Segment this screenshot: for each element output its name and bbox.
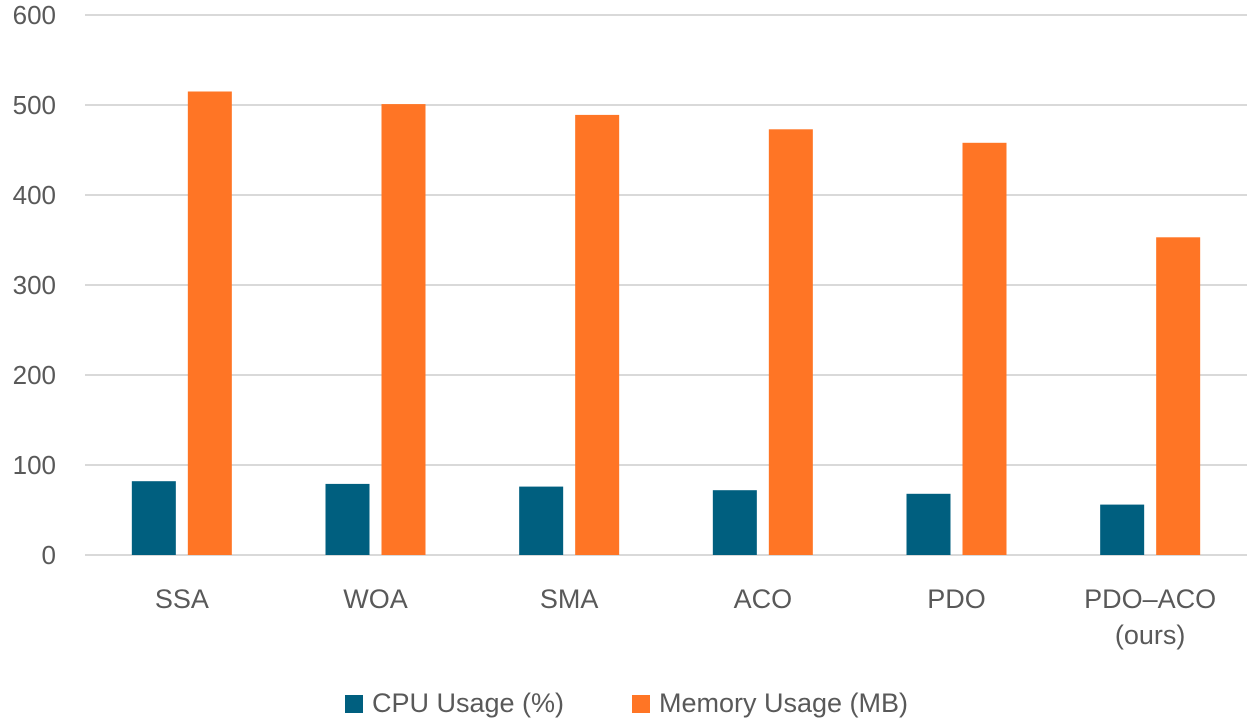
y-tick-label: 0 <box>42 540 56 570</box>
bar-cpu <box>325 483 370 555</box>
bar-cpu <box>519 486 564 555</box>
legend-label: CPU Usage (%) <box>372 688 564 718</box>
bar-memory <box>768 129 813 556</box>
x-tick-label: PDO–ACO <box>1084 584 1216 614</box>
legend: CPU Usage (%) Memory Usage (MB) <box>345 688 908 718</box>
legend-swatch <box>632 695 650 713</box>
y-tick-label: 600 <box>13 0 56 30</box>
bar-cpu <box>1100 504 1145 555</box>
bar-cpu <box>712 490 757 555</box>
bar-memory <box>187 91 232 555</box>
y-tick-label: 300 <box>13 270 56 300</box>
x-tick-label: WOA <box>343 584 408 614</box>
x-axis: SSA WOA SMA ACO PDO PDO–ACO (ours) <box>155 584 1216 650</box>
bar-memory <box>962 142 1007 556</box>
bar-memory <box>575 114 620 556</box>
y-tick-label: 500 <box>13 90 56 120</box>
bar-cpu <box>906 493 951 555</box>
x-tick-label: ACO <box>734 584 793 614</box>
bar-memory <box>1156 237 1201 556</box>
legend-label: Memory Usage (MB) <box>659 688 908 718</box>
bars <box>131 91 1201 556</box>
x-tick-label: (ours) <box>1115 620 1186 650</box>
y-tick-label: 100 <box>13 450 56 480</box>
legend-swatch <box>345 695 363 713</box>
bar-cpu <box>131 481 176 555</box>
y-axis: 0 100 200 300 400 500 600 <box>13 0 56 570</box>
y-tick-label: 400 <box>13 180 56 210</box>
x-tick-label: SMA <box>540 584 599 614</box>
gridlines <box>85 14 1247 556</box>
bar-memory <box>381 104 426 555</box>
y-tick-label: 200 <box>13 360 56 390</box>
x-tick-label: PDO <box>927 584 986 614</box>
x-tick-label: SSA <box>155 584 209 614</box>
